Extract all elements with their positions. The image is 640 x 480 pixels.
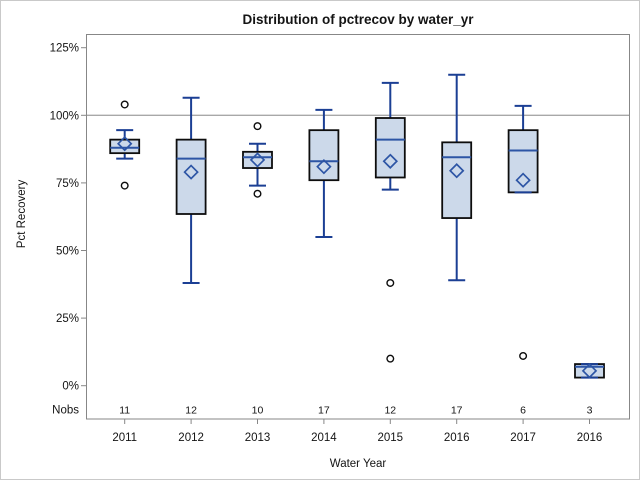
outlier-2013-2 bbox=[253, 122, 262, 131]
x-tick-label: 2012 bbox=[178, 432, 204, 444]
y-tick-label: 100% bbox=[50, 110, 79, 122]
x-tick-label: 2015 bbox=[378, 432, 404, 444]
mean-marker-2016-5 bbox=[448, 163, 465, 179]
plot-layer: 0% 25% 50% 75% 100% 125% 2011 11 2012 12 2013 10 201… bbox=[50, 43, 629, 444]
x-tick-label: 2017 bbox=[510, 432, 536, 444]
nobs-value: 3 bbox=[587, 405, 593, 417]
box-2011-0 bbox=[109, 138, 141, 155]
nobs-value: 12 bbox=[185, 405, 197, 417]
y-tick-label: 75% bbox=[56, 178, 79, 190]
mean-marker-2016-7 bbox=[581, 363, 598, 379]
mean-marker-2011-0 bbox=[116, 135, 133, 152]
outlier-2011-0 bbox=[120, 181, 129, 190]
outlier-2015-4 bbox=[386, 354, 395, 363]
y-tick-label: 25% bbox=[56, 313, 79, 325]
y-axis-title: Pct Recovery bbox=[16, 180, 28, 249]
mean-marker-2015-4 bbox=[382, 153, 399, 169]
outlier-2011-0 bbox=[120, 100, 129, 109]
outlier-2015-4 bbox=[386, 278, 395, 287]
x-axis-title: Water Year bbox=[330, 458, 387, 470]
y-tick-label: 125% bbox=[50, 43, 79, 55]
mean-marker-2013-2 bbox=[249, 152, 266, 168]
nobs-value: 17 bbox=[318, 405, 330, 417]
nobs-value: 12 bbox=[384, 405, 396, 417]
outlier-2013-2 bbox=[253, 189, 262, 198]
x-tick-label: 2013 bbox=[245, 432, 271, 444]
plot-area-border bbox=[86, 34, 630, 420]
x-tick-label: 2016 bbox=[444, 432, 470, 444]
box-2016-5 bbox=[441, 141, 473, 219]
x-tick-label: 2016 bbox=[577, 432, 603, 444]
y-tick-label: 50% bbox=[56, 246, 79, 258]
box-2012-1 bbox=[175, 138, 207, 215]
box-2017-6 bbox=[507, 129, 539, 194]
outlier-2017-6 bbox=[519, 351, 528, 360]
nobs-value: 11 bbox=[119, 405, 130, 417]
mean-marker-2017-6 bbox=[515, 172, 531, 188]
chart-title: Distribution of pctrecov by water_yr bbox=[242, 12, 474, 27]
nobs-value: 17 bbox=[451, 405, 463, 417]
mean-marker-2014-3 bbox=[316, 158, 332, 175]
nobs-value: 10 bbox=[252, 405, 264, 417]
y-tick-label: 0% bbox=[62, 381, 79, 393]
x-tick-label: 2011 bbox=[112, 432, 137, 444]
nobs-row-label: Nobs bbox=[52, 405, 79, 417]
nobs-value: 6 bbox=[520, 405, 526, 417]
mean-marker-2012-1 bbox=[183, 164, 199, 180]
box-2013-2 bbox=[242, 150, 273, 169]
x-tick-label: 2014 bbox=[311, 432, 337, 444]
box-2014-3 bbox=[308, 129, 340, 182]
